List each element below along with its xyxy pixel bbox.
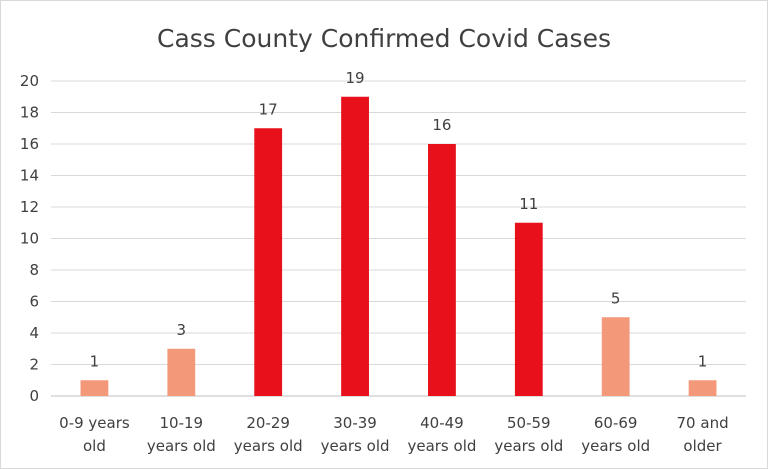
data-label: 3 [177,321,187,339]
bar [514,222,543,396]
x-tick-label: 20-29 [246,414,290,432]
data-label: 19 [346,69,365,87]
bar [167,348,196,396]
x-tick-label: years old [234,437,303,455]
data-label: 17 [259,100,278,118]
bars [80,96,717,396]
y-tick-label: 14 [20,167,39,185]
x-tick-label: years old [494,437,563,455]
bar [341,96,369,396]
x-tick-label: 40-49 [420,414,464,432]
data-label: 1 [698,352,708,370]
data-label: 16 [432,116,451,134]
y-tick-label: 12 [20,198,39,216]
gridlines [51,80,746,397]
x-tick-label: 50-59 [507,414,551,432]
x-tick-label: old [83,437,106,455]
y-tick-label: 10 [20,230,39,248]
x-axis: 0-9 years old 10-19 years old 20-29 years old… [59,414,728,455]
y-tick-label: 2 [29,356,39,374]
y-tick-label: 4 [29,324,39,342]
x-tick-label: 60-69 [594,414,638,432]
y-axis: 0 2 4 6 8 10 12 14 16 18 20 [20,72,39,405]
x-tick-label: years old [407,437,476,455]
y-tick-label: 16 [20,135,39,153]
x-tick-label: 30-39 [333,414,377,432]
bar [254,128,283,396]
x-tick-label: 70 and [677,414,729,432]
bar [428,144,456,396]
x-tick-label: years old [147,437,216,455]
x-tick-label: years old [581,437,650,455]
x-tick-label: 0-9 years [59,414,130,432]
y-tick-label: 18 [20,104,39,122]
x-tick-label: years old [321,437,390,455]
data-label: 11 [519,195,538,213]
y-tick-label: 8 [29,261,39,279]
data-label: 5 [611,289,621,307]
data-labels: 1 3 17 19 16 11 5 1 [90,69,708,371]
chart-title: Cass County Confirmed Covid Cases [157,24,611,53]
bar [688,380,717,396]
y-tick-label: 6 [29,293,39,311]
y-tick-label: 20 [20,72,39,90]
x-tick-label: 10-19 [160,414,204,432]
bar [601,317,630,396]
data-label: 1 [90,352,100,370]
x-tick-label: older [683,437,722,455]
y-tick-label: 0 [29,387,39,405]
bar [80,380,109,396]
